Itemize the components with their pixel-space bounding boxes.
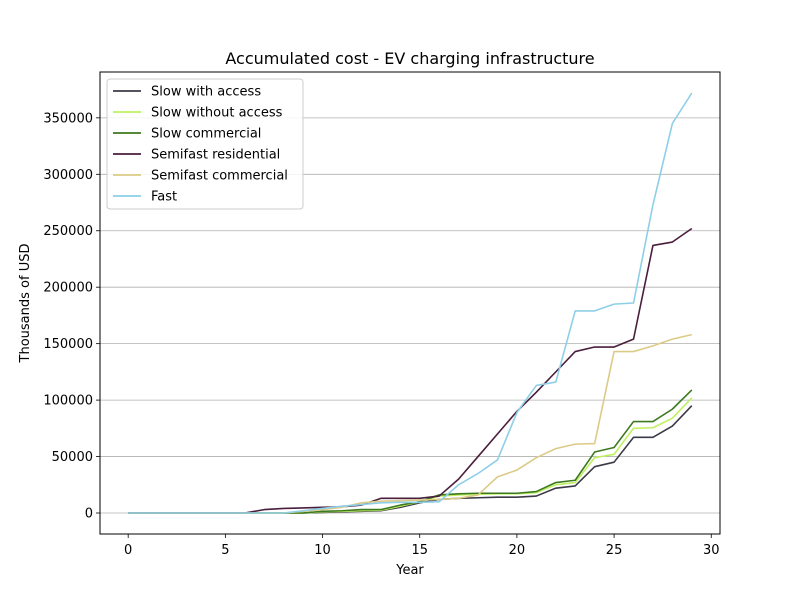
legend-label: Slow without access — [151, 106, 283, 121]
x-tick-label: 30 — [703, 543, 720, 558]
y-tick-label: 100000 — [43, 394, 93, 409]
y-tick-label: 0 — [85, 507, 93, 522]
legend-label: Fast — [151, 190, 177, 205]
plot-frame — [99, 71, 721, 535]
legend-entries: Slow with access Slow without access Slow … — [113, 85, 288, 205]
chart-title: Accumulated cost - EV charging infrastru… — [225, 49, 594, 68]
y-tick-label: 350000 — [43, 111, 93, 126]
y-axis-label: Thousands of USD — [18, 244, 33, 364]
y-tick-label: 150000 — [43, 337, 93, 352]
series-line — [128, 92, 693, 514]
legend-label: Slow commercial — [151, 127, 261, 142]
y-tick-label: 50000 — [52, 450, 93, 465]
x-tick-label: 15 — [411, 543, 428, 558]
legend-label: Semifast residential — [151, 148, 280, 163]
x-tick-label: 5 — [221, 543, 229, 558]
x-tick-label: 20 — [509, 543, 526, 558]
series-lines — [128, 92, 693, 514]
y-axis-ticks: 0 50000 100000 150000 200000 250000 300000 3500… — [43, 111, 100, 522]
y-tick-label: 300000 — [43, 168, 93, 183]
legend: Slow with access Slow without access Slow … — [106, 78, 304, 210]
legend-label: Semifast commercial — [151, 169, 288, 184]
x-tick-label: 25 — [606, 543, 623, 558]
x-axis-ticks: 0 5 10 15 20 25 30 — [124, 534, 720, 558]
legend-label: Slow with access — [151, 85, 261, 100]
x-tick-label: 0 — [124, 543, 132, 558]
y-tick-label: 200000 — [43, 281, 93, 296]
x-tick-label: 10 — [314, 543, 331, 558]
x-axis-label: Year — [395, 563, 424, 578]
legend-box — [106, 78, 304, 210]
y-tick-label: 250000 — [43, 224, 93, 239]
